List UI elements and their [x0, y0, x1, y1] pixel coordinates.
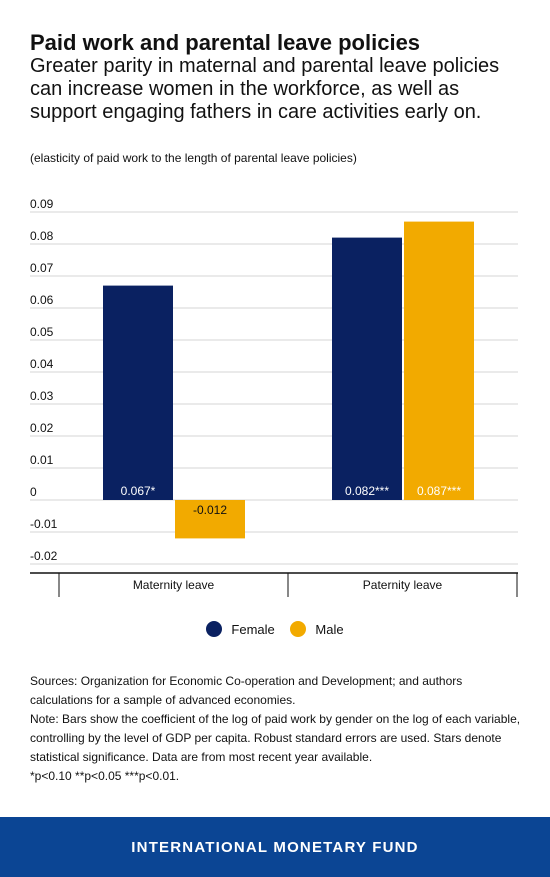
female-swatch [206, 621, 223, 637]
bar-female [332, 237, 402, 500]
x-category-label: Paternity leave [363, 578, 443, 592]
chart-title: Paid work and parental leave policies [30, 30, 421, 55]
legend-item-female: Female [206, 621, 275, 637]
data-label: 0.087*** [417, 484, 461, 498]
units-note: (elasticity of paid work to the length o… [30, 151, 357, 165]
y-tick-label: 0.09 [30, 197, 54, 211]
sources-notes: Sources: Organization for Economic Co-op… [30, 672, 525, 786]
note-text: Note: Bars show the coefficient of the l… [30, 712, 521, 764]
significance-text: *p<0.10 **p<0.05 ***p<0.01. [30, 769, 180, 783]
y-tick-label: 0.07 [30, 261, 54, 275]
chart-subtitle: Greater parity in maternal and parental … [30, 55, 500, 123]
data-label: -0.012 [193, 503, 227, 517]
y-tick-label: 0.05 [30, 325, 54, 339]
y-tick-label: 0 [30, 485, 37, 499]
y-tick-label: 0.03 [30, 389, 54, 403]
footer-label: INTERNATIONAL MONETARY FUND [131, 838, 419, 856]
legend-item-male: Male [290, 621, 344, 637]
y-tick-label: 0.02 [30, 421, 54, 435]
male-swatch [290, 621, 307, 637]
y-tick-label: 0.04 [30, 357, 54, 371]
footer-banner: INTERNATIONAL MONETARY FUND [0, 817, 550, 877]
bar-chart: 0.09 0.08 0.07 0.06 0.05 0.04 0.03 0.02 0.01 0 -0.… [30, 197, 518, 597]
legend-label-female: Female [231, 621, 275, 637]
bar-male [404, 221, 474, 500]
y-tick-label: 0.08 [30, 229, 54, 243]
data-label: 0.067* [121, 484, 156, 498]
y-tick-label: 0.06 [30, 293, 54, 307]
y-tick-label: -0.02 [30, 549, 58, 563]
y-tick-label: -0.01 [30, 517, 58, 531]
legend: Female Male [0, 621, 550, 640]
x-category-label: Maternity leave [133, 578, 215, 592]
legend-label-male: Male [315, 621, 344, 637]
bar-female [103, 285, 173, 500]
sources-text: Sources: Organization for Economic Co-op… [30, 674, 463, 707]
bar-male [175, 500, 245, 539]
data-label: 0.082*** [345, 484, 389, 498]
y-tick-label: 0.01 [30, 453, 54, 467]
